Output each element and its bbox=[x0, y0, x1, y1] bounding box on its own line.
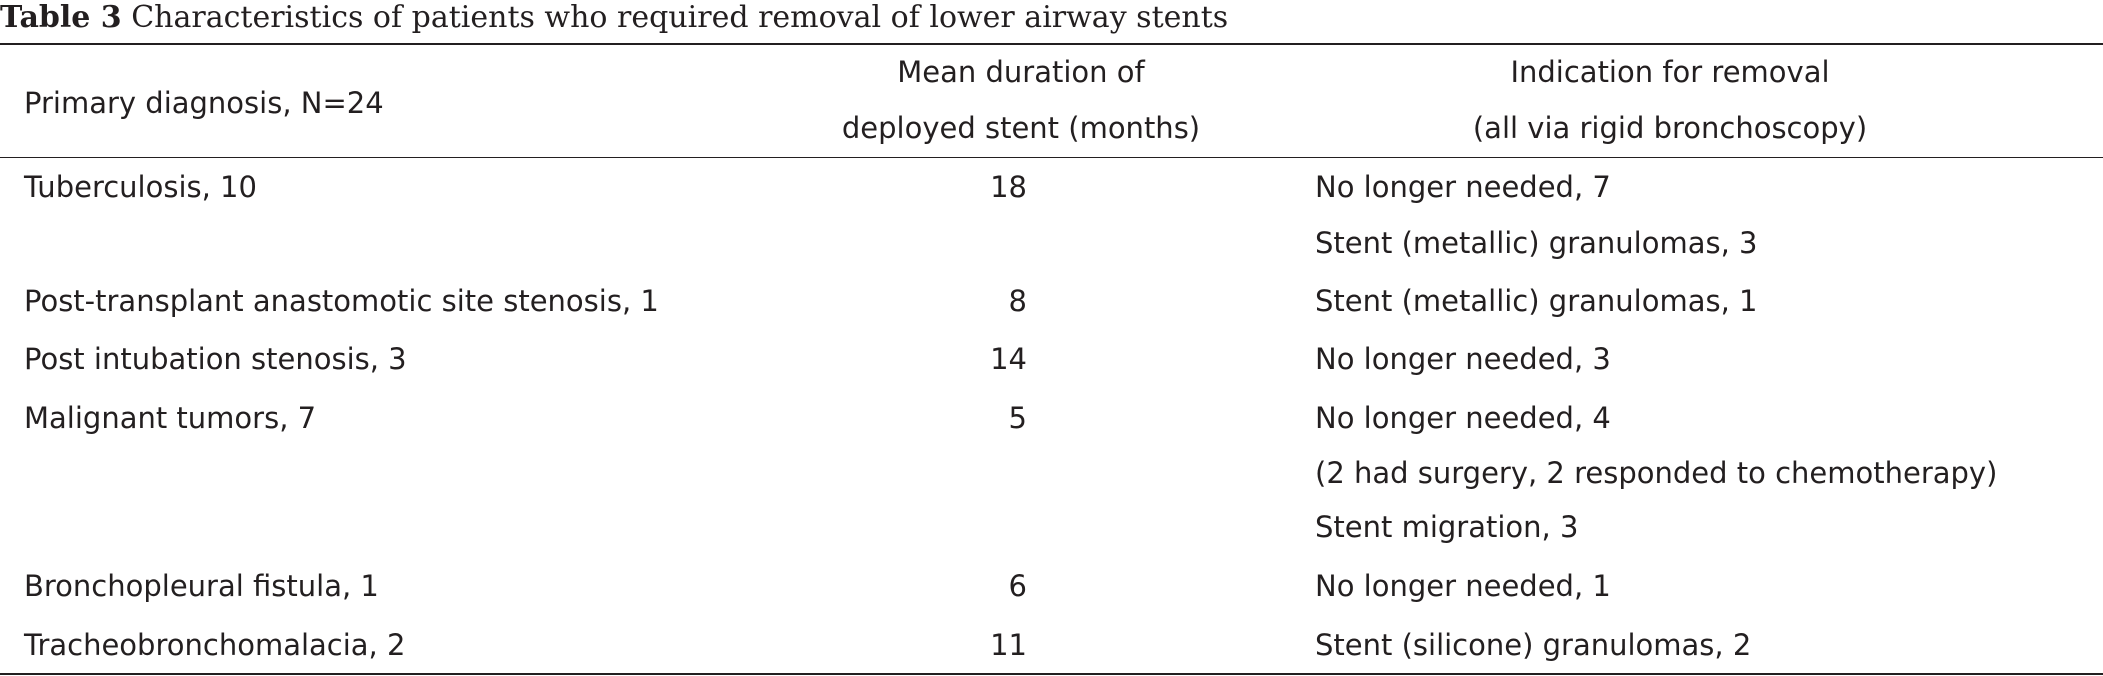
table-row-indication: No longer needed, 7 bbox=[1315, 170, 1611, 204]
table-title: Characteristics of patients who required… bbox=[121, 0, 1229, 35]
table-row-diagnosis: Bronchopleural fistula, 1 bbox=[24, 569, 379, 603]
table-row-diagnosis: Malignant tumors, 7 bbox=[24, 401, 317, 435]
table-row-indication: No longer needed, 3 bbox=[1315, 342, 1611, 376]
table-row-diagnosis: Tuberculosis, 10 bbox=[24, 170, 257, 204]
table-row-duration: 11 bbox=[990, 628, 1027, 662]
table-row-duration: 5 bbox=[1008, 401, 1027, 435]
table-row-duration: 6 bbox=[1008, 569, 1027, 603]
table-row-indication: No longer needed, 4 bbox=[1315, 401, 1611, 435]
table-row-indication: Stent (silicone) granulomas, 2 bbox=[1315, 628, 1752, 662]
table-row-duration: 14 bbox=[990, 342, 1027, 376]
header-rule bbox=[0, 157, 2103, 158]
header-indication-line1: Indication for removal bbox=[1510, 55, 1830, 89]
header-primary-diagnosis: Primary diagnosis, N=24 bbox=[24, 86, 384, 120]
table-number: Table 3 bbox=[0, 0, 122, 35]
table-row-duration: 8 bbox=[1008, 284, 1027, 318]
table-row-indication: Stent migration, 3 bbox=[1315, 510, 1579, 544]
header-duration-line2: deployed stent (months) bbox=[841, 111, 1201, 145]
table-row-indication: (2 had surgery, 2 responded to chemother… bbox=[1315, 456, 1998, 490]
table-row-indication: Stent (metallic) granulomas, 1 bbox=[1315, 284, 1758, 318]
table-row-duration: 18 bbox=[990, 170, 1027, 204]
table-caption: Table 3 Characteristics of patients who … bbox=[0, 0, 1228, 42]
header-duration-line1: Mean duration of bbox=[897, 55, 1145, 89]
table-row-diagnosis: Tracheobronchomalacia, 2 bbox=[24, 628, 406, 662]
table-row-diagnosis: Post intubation stenosis, 3 bbox=[24, 342, 407, 376]
table-row-indication: Stent (metallic) granulomas, 3 bbox=[1315, 226, 1758, 260]
top-rule bbox=[0, 43, 2103, 45]
header-indication-line2: (all via rigid bronchoscopy) bbox=[1472, 111, 1868, 145]
table-row-diagnosis: Post-transplant anastomotic site stenosi… bbox=[24, 284, 659, 318]
bottom-rule bbox=[0, 673, 2103, 675]
table-row-indication: No longer needed, 1 bbox=[1315, 569, 1611, 603]
